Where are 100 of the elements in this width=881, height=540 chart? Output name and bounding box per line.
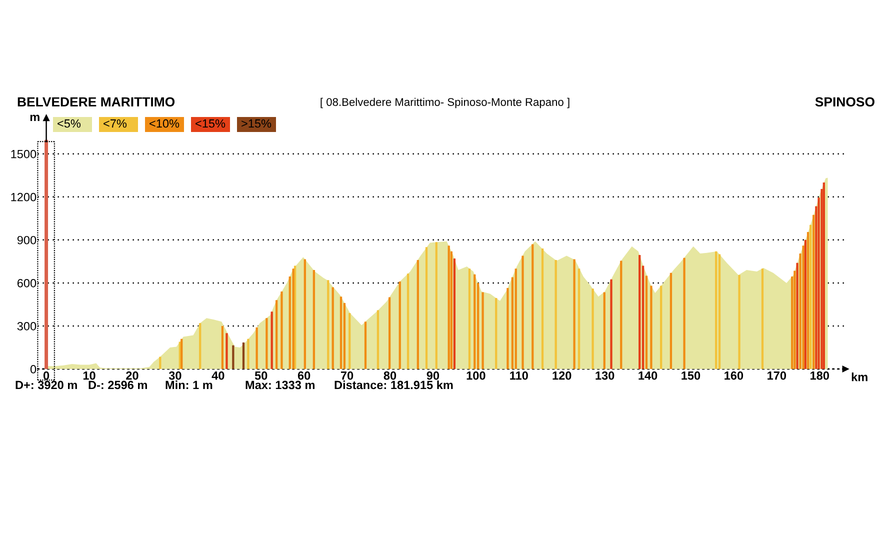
bar [474, 274, 476, 369]
x-axis-title: km [852, 372, 868, 382]
bar [620, 260, 622, 369]
bar [506, 288, 509, 369]
bar [221, 326, 224, 369]
bar [292, 268, 294, 369]
bar [761, 268, 764, 369]
bar [425, 247, 428, 369]
bar [448, 246, 450, 369]
bar [247, 338, 250, 369]
bar [398, 282, 401, 369]
bar [159, 356, 162, 369]
bar [495, 298, 498, 369]
chart-title: [ 08.Belvedere Marittimo- Spinoso-Monte Rapano ] [320, 98, 570, 108]
bar [468, 268, 471, 369]
y-tick-label: 1200 [11, 192, 36, 202]
bar [482, 292, 484, 369]
bar [802, 246, 804, 369]
x-tick-label: 50 [254, 371, 268, 380]
x-tick-label: 20 [126, 371, 138, 380]
bar [592, 288, 594, 369]
bar [270, 312, 273, 369]
x-tick-label: 70 [340, 371, 354, 380]
y-tick-label: 0 [30, 365, 36, 374]
bar [554, 260, 557, 369]
x-tick-label: 130 [596, 371, 614, 380]
x-tick-label: 140 [638, 371, 658, 380]
bar [232, 345, 234, 369]
bar [610, 279, 612, 369]
bar [406, 274, 410, 369]
bar [822, 182, 825, 369]
bar [670, 272, 672, 369]
bar [376, 310, 380, 369]
x-tick-label: 60 [298, 371, 310, 380]
y-tick-label: 600 [17, 278, 36, 288]
bar [810, 224, 812, 369]
bar [435, 242, 438, 369]
y-tick-label: 1500 [11, 150, 36, 158]
bar [806, 232, 810, 369]
bar [794, 270, 796, 369]
bar [796, 262, 798, 369]
bar [180, 338, 183, 369]
bar [276, 300, 278, 369]
bar [603, 292, 606, 369]
x-tick-label: 110 [510, 371, 528, 380]
text: Distance: 181.915 km [334, 380, 453, 390]
bar [266, 318, 268, 369]
x-tick-label: 170 [768, 371, 786, 380]
x-tick-label: 80 [384, 371, 396, 380]
bar [242, 342, 245, 369]
bar [650, 286, 652, 369]
bar [522, 256, 524, 369]
bar [718, 254, 721, 369]
x-tick-label: 180 [810, 371, 829, 380]
bar [660, 286, 662, 369]
legend-label: >15% [242, 119, 272, 128]
x-tick-label: 90 [426, 371, 440, 380]
bar [226, 333, 228, 369]
x-tick-label: 160 [724, 371, 744, 380]
text: BELVEDERE MARITTIMO [18, 97, 175, 107]
bar [804, 240, 807, 369]
bar [453, 258, 456, 369]
y-tick-label: 900 [17, 236, 36, 244]
bar [312, 270, 316, 369]
y-axis-title: m [30, 114, 40, 122]
legend-label: <5% [58, 119, 81, 128]
bar [573, 259, 576, 369]
bar [327, 280, 330, 369]
bar [645, 276, 648, 369]
legend-label: <10% [150, 119, 180, 128]
bar [280, 292, 283, 369]
text: D-: 2596 m [88, 380, 147, 390]
x-tick-label: 150 [682, 371, 700, 380]
bar [683, 258, 686, 369]
legend-label: <7% [104, 119, 127, 128]
legend-label: <15% [196, 119, 226, 128]
y-tick-label: 300 [17, 322, 36, 330]
bar [416, 260, 419, 369]
bar [638, 254, 641, 369]
bar [199, 323, 202, 369]
bar [715, 251, 718, 369]
bar [332, 287, 334, 369]
bar [541, 248, 544, 369]
text: Max: 1333 m [246, 380, 314, 390]
x-tick-label: 30 [168, 371, 182, 380]
bar [532, 244, 534, 369]
bar [812, 214, 815, 369]
bar [348, 313, 351, 369]
bar [388, 297, 391, 369]
text: Min: 1 m [166, 380, 212, 390]
x-tick-label: 100 [466, 371, 486, 380]
bar [364, 322, 367, 369]
x-tick-label: 10 [83, 371, 96, 380]
bar [340, 296, 342, 369]
bar [738, 275, 740, 369]
x-tick-label: 120 [552, 371, 572, 380]
x-tick-label: 40 [212, 371, 224, 380]
bar [514, 268, 517, 369]
text: D+: 3920 m [16, 380, 77, 390]
bar [578, 268, 580, 369]
